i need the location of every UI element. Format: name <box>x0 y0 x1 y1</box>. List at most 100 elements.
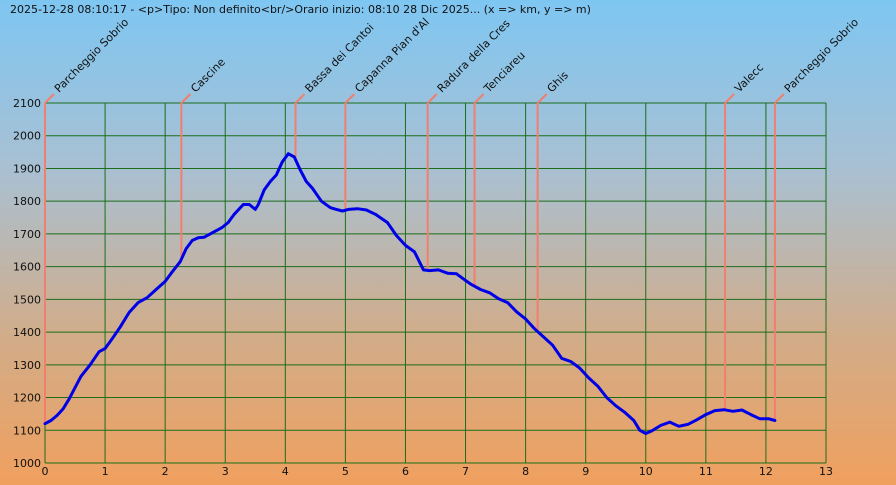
elevation-point <box>488 291 491 294</box>
y-tick-label: 1400 <box>13 326 41 339</box>
x-tick-label: 7 <box>462 465 469 478</box>
elevation-point <box>55 414 59 417</box>
elevation-point <box>136 301 140 304</box>
x-tick-label: 5 <box>342 465 349 478</box>
y-tick-label: 1500 <box>13 293 41 306</box>
elevation-point <box>335 208 338 211</box>
waypoints: Parcheggio Sobrio Cascine Bassa dei Cantoi… <box>44 16 861 424</box>
elevation-point <box>365 208 368 212</box>
y-tick-label: 1100 <box>13 424 41 437</box>
elevation-point <box>524 317 527 321</box>
elevation-point <box>221 226 224 229</box>
elevation-point <box>185 247 188 250</box>
y-tick-label: 2100 <box>13 97 41 110</box>
elevation-point <box>305 180 308 183</box>
y-tick-label: 1600 <box>13 261 41 274</box>
elevation-point <box>311 186 314 190</box>
elevation-point <box>103 347 107 350</box>
x-tick-label: 8 <box>522 465 529 478</box>
x-tick-label: 0 <box>42 465 49 478</box>
elevation-point <box>773 419 777 422</box>
elevation-point <box>329 206 332 209</box>
elevation-point <box>281 160 284 164</box>
elevation-point <box>587 376 590 380</box>
elevation-point <box>212 231 215 234</box>
elevation-point <box>644 432 647 435</box>
x-tick-label: 2 <box>162 465 169 478</box>
elevation-point <box>263 188 266 191</box>
x-tick-label: 4 <box>282 465 289 478</box>
elevation-point <box>749 413 753 416</box>
elevation-point <box>170 272 173 275</box>
elevation-point <box>638 429 641 432</box>
y-tick-label: 2000 <box>13 130 41 143</box>
elevation-point <box>269 180 272 183</box>
elevation-point <box>73 386 77 389</box>
elevation-point <box>341 209 344 213</box>
elevation-point <box>470 283 473 286</box>
elevation-point <box>191 239 194 242</box>
y-tick-label: 1300 <box>13 359 41 372</box>
elevation-point <box>758 417 762 420</box>
elevation-point <box>374 213 377 216</box>
waypoint-tick <box>473 93 485 104</box>
elevation-point <box>446 272 449 275</box>
elevation-point <box>464 279 467 282</box>
y-tick-label: 1000 <box>13 457 41 470</box>
elevation-point <box>767 417 771 420</box>
elevation-point <box>677 425 680 428</box>
waypoint-tick <box>294 93 306 104</box>
elevation-point <box>118 326 122 329</box>
elevation-point <box>722 408 726 411</box>
x-tick-label: 6 <box>402 465 409 478</box>
x-tick-label: 3 <box>222 465 229 478</box>
elevation-point <box>395 234 398 237</box>
elevation-point <box>97 350 101 353</box>
elevation-point <box>497 297 500 300</box>
waypoint-tick <box>724 93 735 104</box>
elevation-point <box>569 360 572 363</box>
elevation-point <box>659 424 662 427</box>
elevation-point <box>242 203 245 206</box>
elevation-point <box>713 409 717 412</box>
elevation-point <box>704 413 707 416</box>
elevation-point <box>233 213 236 216</box>
waypoint-tick <box>44 93 55 104</box>
y-tick-label: 1200 <box>13 392 41 405</box>
elevation-point <box>404 244 407 247</box>
x-tick-label: 10 <box>639 465 653 478</box>
elevation-point <box>668 420 671 424</box>
elevation-point <box>515 310 518 313</box>
elevation-point <box>248 203 251 206</box>
chart-title: 2025-12-28 08:10:17 - <p>Tipo: Non defin… <box>10 3 591 16</box>
elevation-point <box>254 208 257 211</box>
elevation-point <box>686 423 689 426</box>
elevation-point <box>227 221 230 224</box>
elevation-point <box>356 207 359 210</box>
waypoint-tick <box>180 93 192 104</box>
elevation-point <box>320 200 323 203</box>
x-tick-label: 9 <box>582 465 589 478</box>
elevation-point <box>299 168 302 172</box>
elevation-point <box>455 272 458 275</box>
elevation-point <box>179 260 182 263</box>
elevation-point <box>127 311 131 314</box>
elevation-point <box>145 296 149 299</box>
waypoint-tick <box>344 93 356 104</box>
elevation-point <box>275 173 278 177</box>
elevation-point <box>533 327 536 330</box>
elevation-point <box>578 366 581 370</box>
y-tick-label: 1900 <box>13 162 41 175</box>
elevation-point <box>203 236 206 239</box>
elevation-point <box>614 404 617 407</box>
elevation-point <box>740 408 744 412</box>
elevation-point <box>560 357 563 360</box>
axes: 0 1 2 3 4 5 6 7 8 9 10 11 12 131000110012001300140015… <box>13 97 833 478</box>
elevation-point <box>79 375 83 378</box>
elevation-point <box>632 419 635 422</box>
elevation-series-line <box>43 152 777 435</box>
elevation-point <box>67 398 71 401</box>
elevation-point <box>197 236 200 239</box>
series <box>43 152 777 435</box>
